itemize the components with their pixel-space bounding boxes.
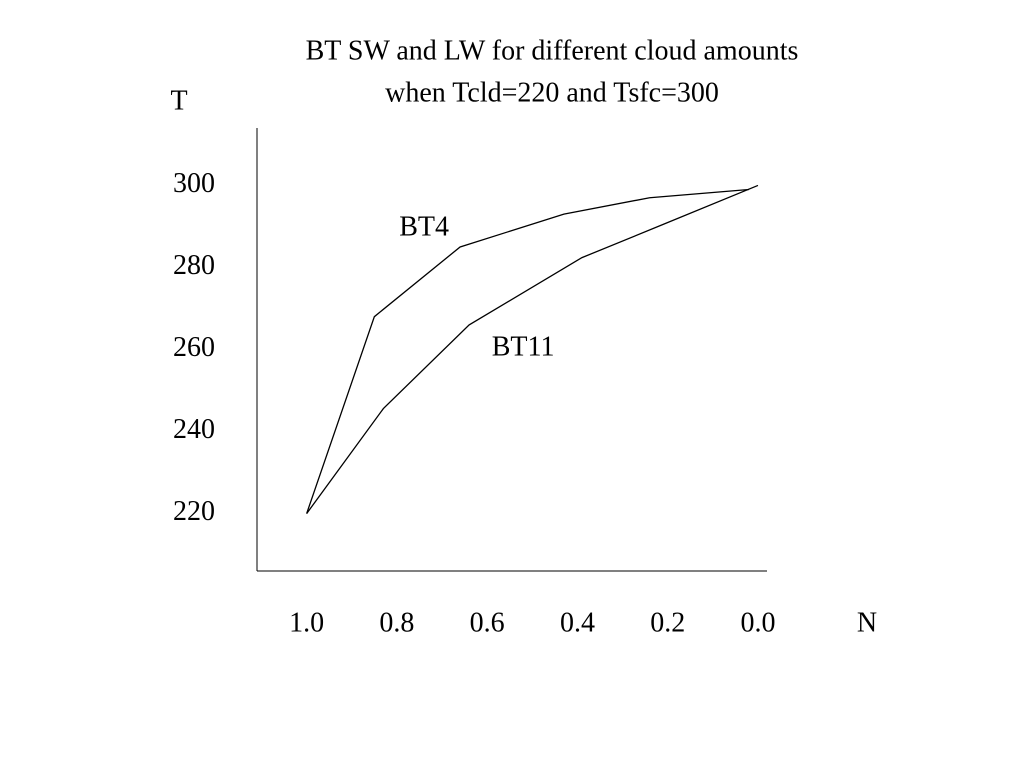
- x-axis-label: N: [857, 607, 877, 638]
- series-line: [306, 188, 750, 514]
- y-tick-label: 300: [173, 168, 215, 199]
- y-tick-label: 220: [173, 496, 215, 527]
- x-tick-label: 0.2: [650, 607, 685, 638]
- y-axis-label: T: [170, 85, 187, 116]
- x-tick-label: 0.4: [560, 607, 595, 638]
- y-tick-label: 260: [173, 332, 215, 363]
- series-label: BT11: [492, 331, 555, 362]
- series-line: [306, 184, 759, 514]
- x-tick-label: 0.0: [740, 607, 775, 638]
- y-tick-label: 240: [173, 414, 215, 445]
- chart-title: BT SW and LW for different cloud amounts: [306, 35, 799, 66]
- x-tick-label: 0.6: [470, 607, 505, 638]
- x-tick-label: 1.0: [289, 607, 324, 638]
- y-tick-label: 280: [173, 250, 215, 281]
- series-label: BT4: [399, 211, 449, 242]
- chart-title: when Tcld=220 and Tsfc=300: [385, 77, 719, 108]
- x-tick-label: 0.8: [379, 607, 414, 638]
